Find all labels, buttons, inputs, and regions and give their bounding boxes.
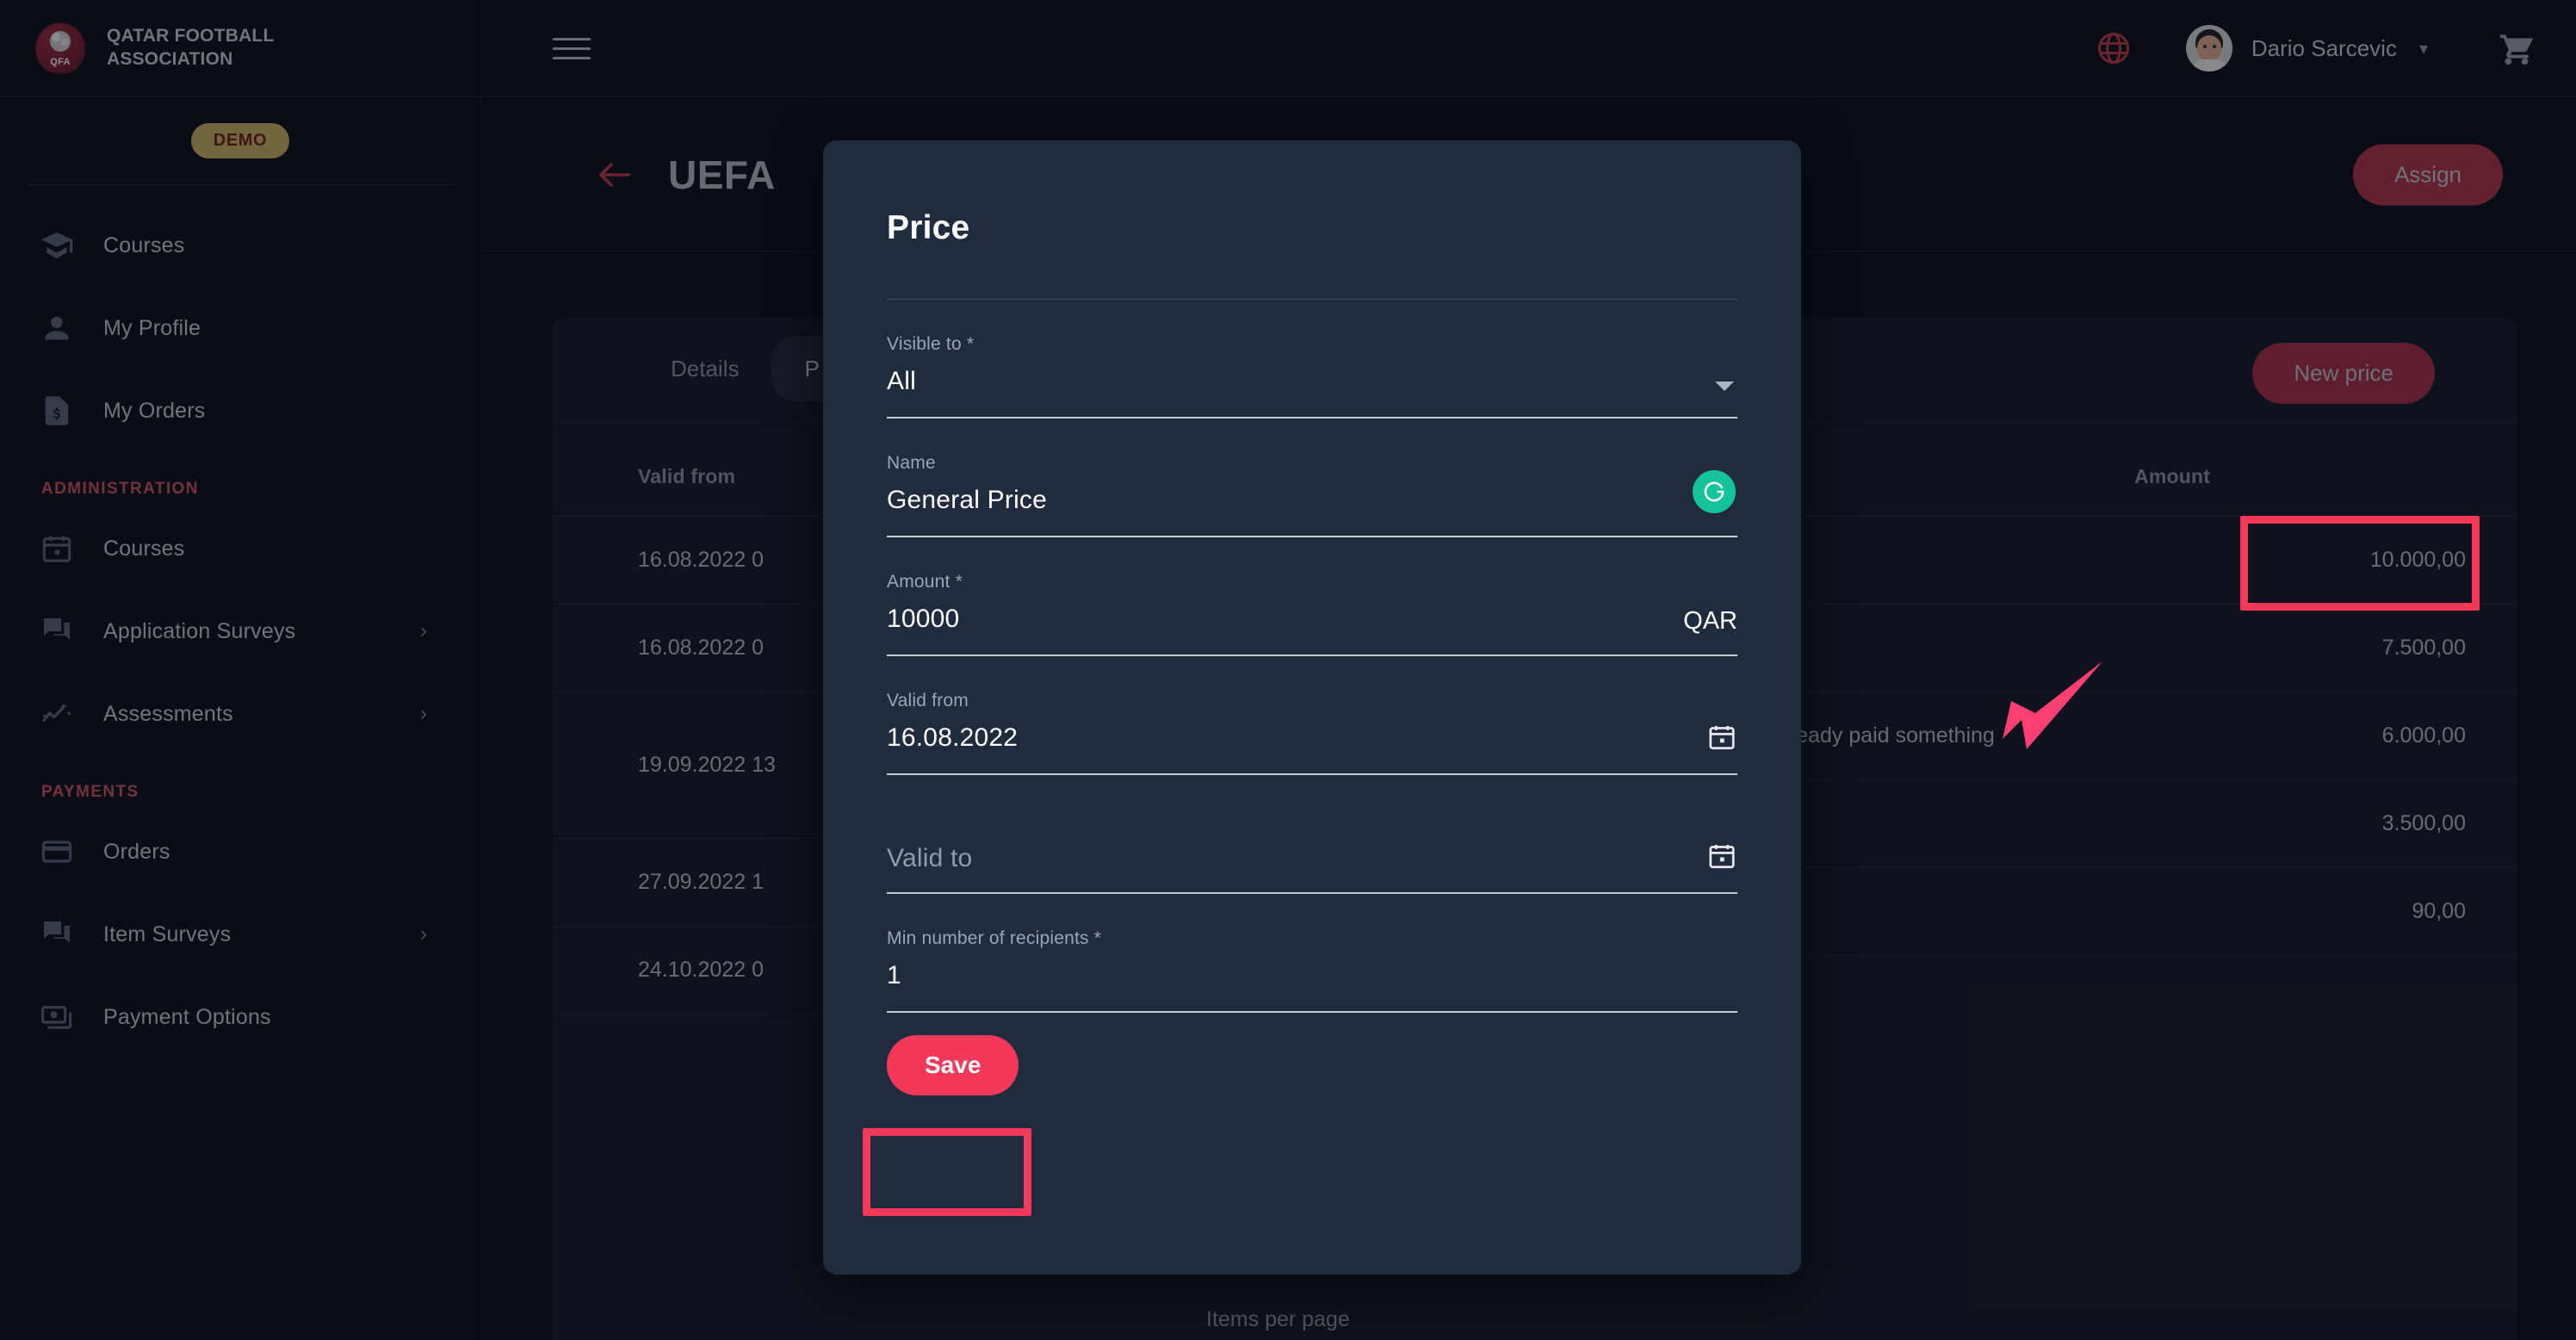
field-amount: Amount * 10000 QAR xyxy=(887,572,1737,656)
price-modal: Price Visible to * All Name General Pric… xyxy=(823,140,1801,1275)
field-underline xyxy=(887,1011,1737,1013)
cell-amount: 10.000,00 xyxy=(2134,516,2517,605)
sidebar-item-courses[interactable]: Courses xyxy=(0,204,480,287)
save-button[interactable]: Save xyxy=(887,1035,1019,1095)
qfa-logo-icon xyxy=(36,23,84,73)
shopping-cart-icon[interactable] xyxy=(2497,28,2536,68)
sidebar-nav: Courses My Profile My Orders ADMINISTRAT… xyxy=(0,185,480,1058)
sidebar-item-assessments[interactable]: Assessments › xyxy=(0,673,480,755)
calendar-icon[interactable] xyxy=(1706,722,1737,753)
field-label: Visible to * xyxy=(887,334,975,354)
sidebar-item-label: Application Surveys xyxy=(103,618,296,643)
sidebar-item-label: Assessments xyxy=(103,701,233,726)
brand-header: QATAR FOOTBALL ASSOCIATION xyxy=(0,0,480,97)
field-label: Min number of recipients * xyxy=(887,928,1102,948)
sidebar-item-label: Payment Options xyxy=(103,1004,271,1029)
topbar-actions: Dario Sarcevic ▾ xyxy=(2095,25,2576,71)
page-title: UEFA xyxy=(668,152,776,197)
hamburger-icon[interactable] xyxy=(553,31,591,66)
currency-suffix: QAR xyxy=(1683,607,1737,635)
sidebar-item-application-surveys[interactable]: Application Surveys › xyxy=(0,590,480,673)
amount-input[interactable]: 10000 xyxy=(887,605,960,633)
items-per-page-label: Items per page xyxy=(1206,1307,1350,1331)
topbar: Dario Sarcevic ▾ xyxy=(481,0,2576,97)
field-label: Amount * xyxy=(887,572,963,592)
valid-to-input[interactable]: Valid to xyxy=(887,844,973,872)
sidebar-divider xyxy=(27,184,454,185)
field-valid-from: Valid from 16.08.2022 xyxy=(887,691,1737,775)
name-input[interactable]: General Price xyxy=(887,486,1048,514)
arrow-left-icon[interactable] xyxy=(594,154,635,195)
globe-icon[interactable] xyxy=(2095,29,2133,67)
assign-button[interactable]: Assign xyxy=(2352,144,2503,205)
new-price-button[interactable]: New price xyxy=(2252,343,2435,404)
person-icon xyxy=(40,311,74,345)
sidebar-item-label: Courses xyxy=(103,536,185,561)
cell-amount: 6.000,00 xyxy=(2134,692,2517,780)
calendar-icon[interactable] xyxy=(1706,841,1737,872)
chevron-right-icon: › xyxy=(420,702,427,725)
credit-card-icon xyxy=(40,834,74,869)
cell-amount: 90,00 xyxy=(2134,867,2517,956)
chevron-down-icon: ▾ xyxy=(2418,39,2428,59)
sidebar-item-label: Item Surveys xyxy=(103,921,232,946)
cell-amount: 7.500,00 xyxy=(2134,604,2517,692)
brand-title: QATAR FOOTBALL ASSOCIATION xyxy=(107,26,275,69)
chat-bubbles-icon xyxy=(40,614,74,648)
banknote-icon xyxy=(40,1000,74,1034)
demo-badge: DEMO xyxy=(190,123,290,158)
tab-details[interactable]: Details xyxy=(671,356,740,382)
user-menu[interactable]: Dario Sarcevic ▾ xyxy=(2185,25,2428,71)
field-underline xyxy=(887,892,1737,894)
field-name: Name General Price xyxy=(887,453,1737,537)
sidebar-item-item-surveys[interactable]: Item Surveys › xyxy=(0,893,480,976)
sidebar-item-payment-options[interactable]: Payment Options xyxy=(0,976,480,1058)
sidebar-item-admin-courses[interactable]: Courses xyxy=(0,507,480,590)
modal-title: Price xyxy=(887,209,970,246)
sidebar-item-label: Orders xyxy=(103,839,170,864)
chevron-right-icon: › xyxy=(420,619,427,642)
chevron-right-icon: › xyxy=(420,922,427,946)
sidebar-item-orders[interactable]: Orders xyxy=(0,810,480,893)
field-underline xyxy=(887,536,1737,537)
field-underline xyxy=(887,654,1737,656)
min-recipients-input[interactable]: 1 xyxy=(887,961,901,989)
sidebar: QATAR FOOTBALL ASSOCIATION DEMO Courses … xyxy=(0,0,481,1340)
modal-divider xyxy=(887,299,1737,300)
grammarly-icon[interactable] xyxy=(1693,470,1736,513)
avatar xyxy=(2185,25,2232,71)
sidebar-section-payments: PAYMENTS xyxy=(41,783,139,801)
sidebar-item-label: My Profile xyxy=(103,315,201,340)
field-label: Name xyxy=(887,453,936,473)
valid-from-input[interactable]: 16.08.2022 xyxy=(887,723,1019,752)
trend-sparkle-icon xyxy=(40,697,74,731)
cell-amount: 3.500,00 xyxy=(2134,779,2517,868)
field-underline xyxy=(887,773,1737,775)
sidebar-item-my-profile[interactable]: My Profile xyxy=(0,287,480,369)
sidebar-item-label: Courses xyxy=(103,233,185,257)
field-underline xyxy=(887,417,1737,419)
sidebar-item-label: My Orders xyxy=(103,398,206,423)
user-name: Dario Sarcevic xyxy=(2251,34,2397,61)
demo-badge-wrap: DEMO xyxy=(0,97,480,158)
field-valid-to: Valid to xyxy=(887,810,1737,894)
visible-to-select-value[interactable]: All xyxy=(887,367,916,395)
graduation-cap-icon xyxy=(40,228,74,263)
field-label: Valid from xyxy=(887,691,969,710)
column-header-amount: Amount xyxy=(2134,422,2517,517)
document-dollar-icon xyxy=(40,394,74,428)
calendar-icon xyxy=(40,531,74,566)
sidebar-section-administration: ADMINISTRATION xyxy=(41,480,199,498)
sidebar-item-my-orders[interactable]: My Orders xyxy=(0,369,480,452)
chat-bubbles-icon xyxy=(40,917,74,952)
field-min-recipients: Min number of recipients * 1 xyxy=(887,928,1737,1013)
field-visible-to: Visible to * All xyxy=(887,334,1737,419)
chevron-down-icon[interactable] xyxy=(1715,382,1734,391)
